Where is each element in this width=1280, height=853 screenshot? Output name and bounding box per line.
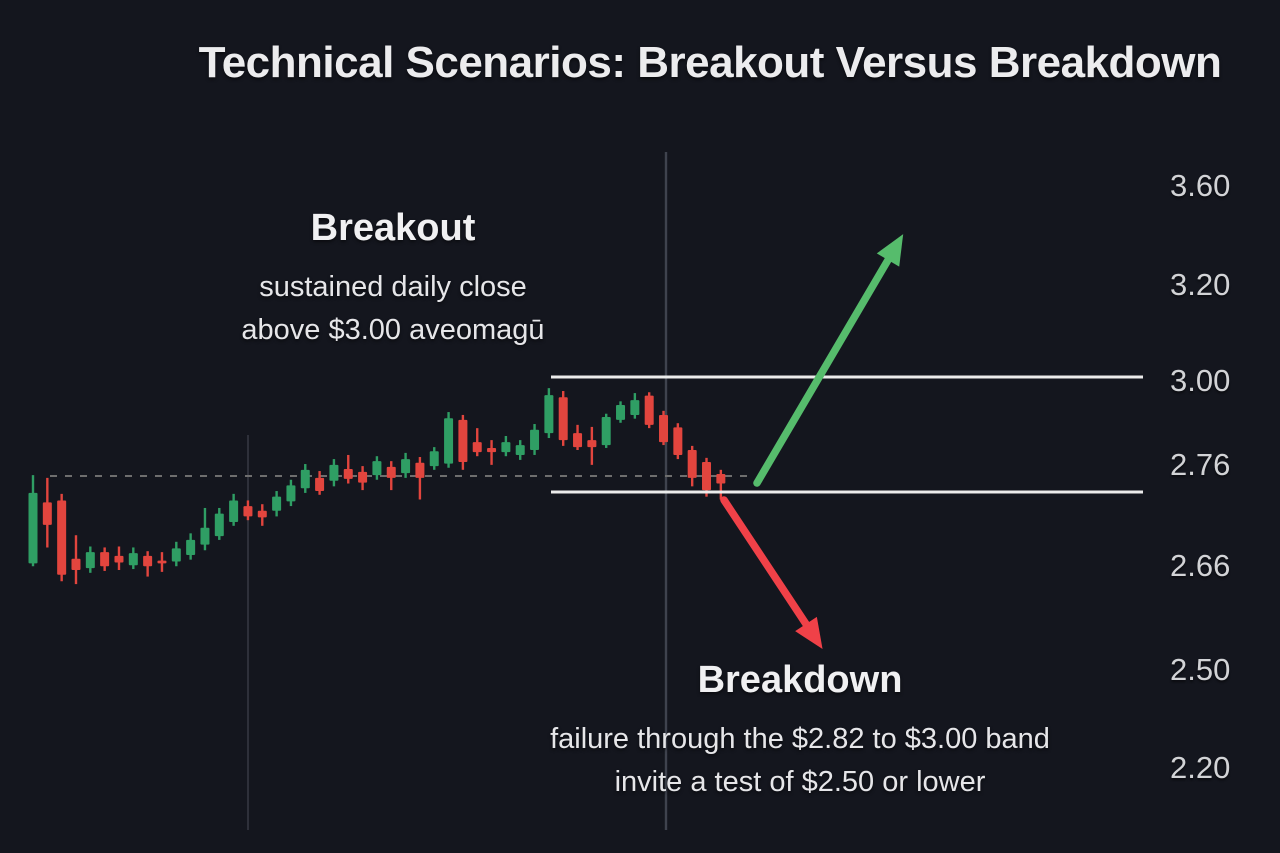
bearish-candle-body (100, 552, 110, 567)
bullish-candle-body (401, 459, 411, 474)
bearish-candle-body (716, 473, 726, 484)
bearish-candle-body (487, 447, 497, 453)
bullish-candle-body (272, 496, 282, 511)
bullish-candle-body (501, 442, 511, 453)
bearish-candle-body (702, 461, 712, 491)
bearish-candle-body (415, 462, 425, 478)
bearish-candle-body (343, 468, 353, 479)
bullish-candle-body (214, 513, 224, 537)
breakdown-heading: Breakdown (697, 659, 903, 701)
bearish-candle-body (386, 466, 396, 478)
breakout-note-line1: sustained daily close (259, 271, 527, 303)
breakdown-note-line2: invite a test of $2.50 or lower (614, 766, 986, 798)
bullish-candle-body (429, 451, 439, 467)
bearish-candle-body (558, 397, 568, 441)
bullish-candle-body (630, 400, 640, 415)
bearish-candle-body (644, 395, 654, 425)
bullish-candle-body (186, 539, 196, 555)
breakdown-annotation: Breakdown failure through the $2.82 to $… (495, 656, 1105, 804)
bearish-candle-body (315, 477, 325, 492)
bullish-candle-body (171, 548, 181, 562)
bearish-candle-body (472, 442, 482, 453)
bullish-candle-body (372, 461, 382, 476)
bearish-candle-body (42, 502, 52, 525)
breakout-arrow-head (876, 234, 904, 267)
bullish-candle-body (128, 553, 138, 566)
bearish-candle-body (71, 558, 81, 570)
bearish-candle-body (659, 414, 669, 443)
bullish-candle-body (28, 492, 38, 564)
breakout-note-line2: above $3.00 aveomagū (241, 314, 545, 346)
bearish-candle-body (257, 510, 267, 518)
bearish-candle-body (573, 433, 583, 448)
bearish-candle-body (673, 427, 683, 455)
bullish-candle-body (200, 527, 210, 545)
bullish-candle-body (300, 469, 310, 489)
bearish-candle-body (143, 555, 153, 567)
breakout-heading: Breakout (310, 207, 476, 249)
bullish-candle-body (515, 445, 525, 455)
bullish-candle-body (616, 405, 626, 420)
bullish-candle-body (329, 464, 339, 481)
chart-title: Technical Scenarios: Breakout Versus Bre… (198, 38, 1222, 87)
bearish-candle-body (243, 506, 253, 517)
bearish-candle-body (157, 560, 167, 564)
bullish-candle-body (544, 395, 554, 434)
bearish-candle-body (57, 500, 67, 575)
bearish-candle-body (458, 419, 468, 462)
breakout-annotation: Breakout sustained daily close above $3.… (143, 204, 643, 352)
breakdown-note-line1: failure through the $2.82 to $3.00 band (550, 723, 1050, 755)
bearish-candle-body (358, 471, 368, 483)
breakout-arrow (753, 256, 892, 487)
breakdown-arrow (720, 496, 810, 628)
bullish-candle-body (229, 500, 239, 523)
bearish-candle-body (114, 555, 124, 563)
bullish-candle-body (286, 485, 296, 502)
bullish-candle-body (530, 429, 540, 451)
bearish-candle-body (687, 450, 697, 478)
bullish-candle-body (85, 552, 95, 569)
bullish-candle-body (444, 418, 454, 464)
bearish-candle-body (587, 440, 597, 448)
bullish-candle-body (601, 417, 611, 446)
breakdown-arrow-head (795, 616, 823, 650)
